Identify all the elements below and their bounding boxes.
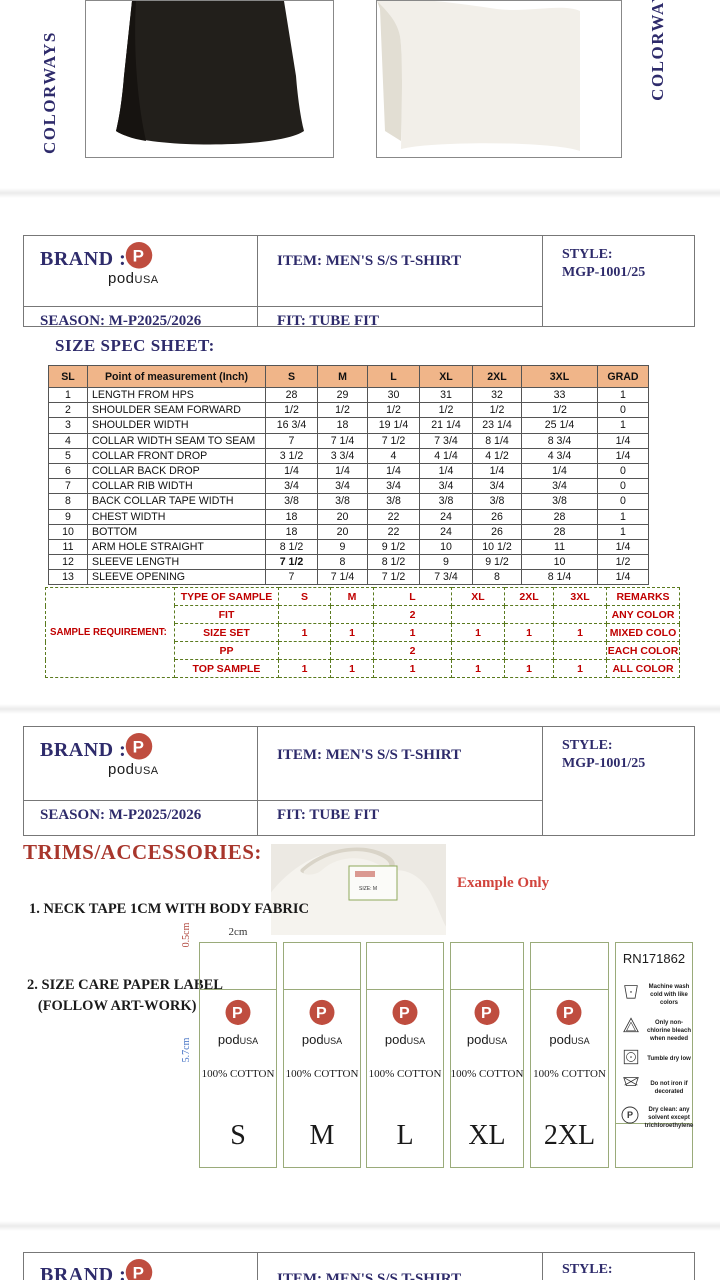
- svg-text:P: P: [232, 1005, 243, 1022]
- svg-text:P: P: [133, 1263, 144, 1280]
- svg-text:P: P: [563, 1005, 574, 1022]
- svg-text:P: P: [627, 1110, 633, 1120]
- svg-text:SIZE: M: SIZE: M: [359, 886, 377, 892]
- svg-text:P: P: [399, 1005, 410, 1022]
- svg-text:P: P: [133, 737, 144, 756]
- svg-text:P: P: [316, 1005, 327, 1022]
- svg-text:P: P: [133, 246, 144, 265]
- svg-text:P: P: [481, 1005, 492, 1022]
